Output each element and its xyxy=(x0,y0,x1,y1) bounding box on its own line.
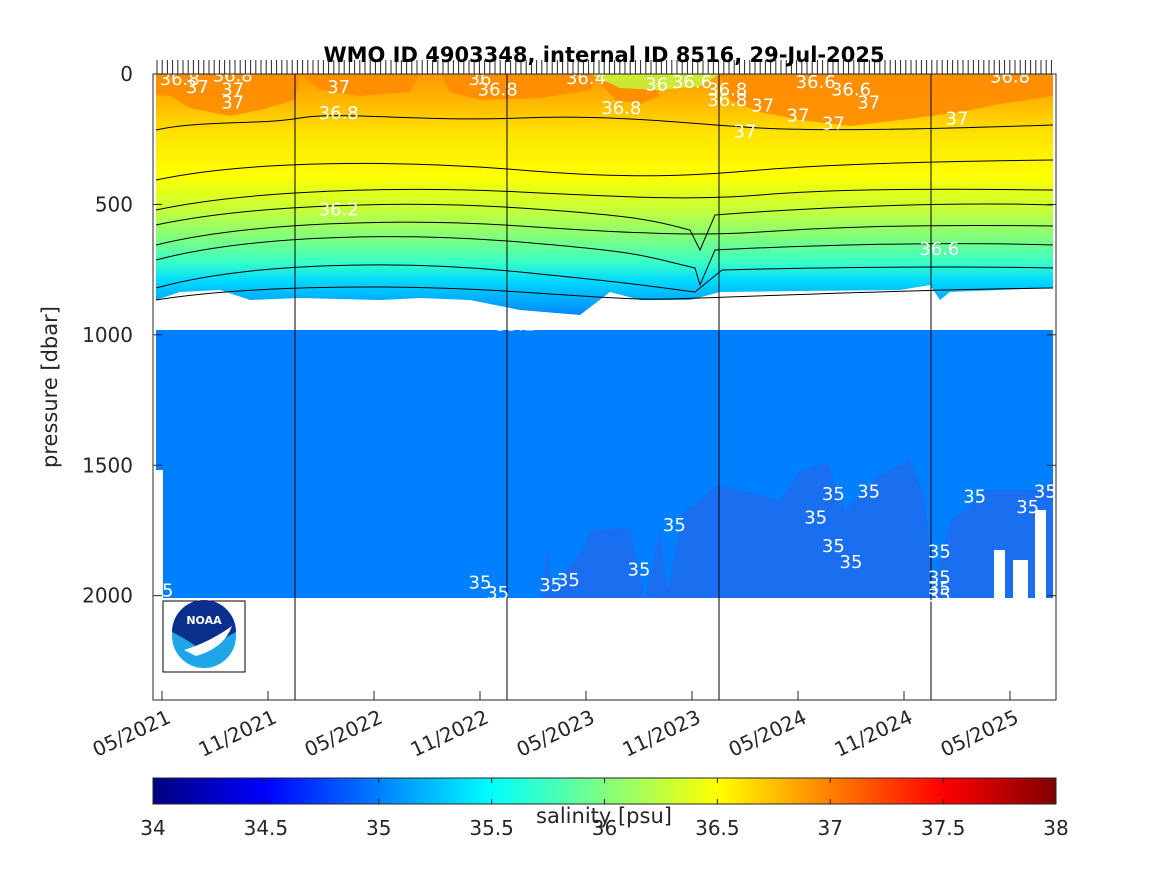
upper-ocean-fill xyxy=(156,74,1053,315)
contour-label: 37 xyxy=(186,77,209,98)
contour-label: 37 xyxy=(327,77,350,98)
contour-label: 35 xyxy=(822,536,845,557)
contour-label: 35 xyxy=(628,560,651,581)
contour-label: 36 xyxy=(469,69,492,90)
y-axis-label: pressure [dbar] xyxy=(38,306,62,468)
contour-label: 36.8 xyxy=(213,65,253,86)
colorbar-tick-label: 36.5 xyxy=(695,816,740,840)
x-tick-label: 11/2022 xyxy=(407,705,492,762)
contour-label: 37 xyxy=(734,121,757,142)
surface-low-salinity xyxy=(590,74,720,90)
contour-label: 35 xyxy=(469,573,492,594)
contour-label: 36.6 xyxy=(919,239,959,260)
x-tick-label: 05/2024 xyxy=(725,705,810,762)
x-tick-label: 11/2023 xyxy=(619,705,704,762)
contour-label: 36.6 xyxy=(796,72,836,93)
contour-label: 35 xyxy=(928,578,951,599)
contour-label: 37 xyxy=(221,93,244,114)
contour-label: 37 xyxy=(751,95,774,116)
x-tick-label: 05/2025 xyxy=(937,705,1022,762)
contour-label: 35 xyxy=(822,484,845,505)
colorbar-tick-label: 34 xyxy=(140,816,165,840)
contour-label: 35 xyxy=(557,570,580,591)
colorbar-tick-label: 34.5 xyxy=(244,816,289,840)
x-axis: 05/2021 11/2021 05/2022 11/2022 05/2023 11/20… xyxy=(89,691,1022,762)
contour-label: 37 xyxy=(787,106,810,127)
surface-high-salinity xyxy=(156,74,1053,126)
x-tick-label: 05/2022 xyxy=(301,705,386,762)
contour-label: 36.8 xyxy=(160,69,200,90)
contour-label: 35.2 xyxy=(495,314,535,335)
contour-lines xyxy=(155,115,1054,301)
colorbar-label: salinity [psu] xyxy=(536,804,672,828)
colorbar-ticks: 34 34.5 35 35.5 36 36.5 37 37.5 38 xyxy=(140,778,1069,840)
no-data-region xyxy=(153,598,1056,700)
contour-label: 36.8 xyxy=(478,80,518,101)
contour-label: 35 xyxy=(804,507,827,528)
y-tick-label: 1500 xyxy=(82,453,133,477)
contour-label: 36.6 xyxy=(831,80,871,101)
contour-label: 35 xyxy=(928,541,951,562)
contour-label: 36.6 xyxy=(672,72,712,93)
y-tick-label: 1000 xyxy=(82,323,133,347)
x-tick-label: 11/2024 xyxy=(831,705,916,762)
colorbar-tick-label: 35.5 xyxy=(469,816,514,840)
contour-label: 36.2 xyxy=(319,200,359,221)
noaa-logo: NOAA xyxy=(162,600,246,673)
colorbar-tick-label: 37 xyxy=(818,816,843,840)
contour-label: 35 xyxy=(151,580,174,601)
contour-label: 35 xyxy=(963,487,986,508)
y-axis: 0 500 1000 1500 2000 xyxy=(82,62,1056,608)
contour-label: 35.2 xyxy=(478,309,518,330)
year-separators xyxy=(294,74,932,700)
colorbar-tick-label: 36 xyxy=(592,816,617,840)
colorbar-tick-label: 38 xyxy=(1043,816,1068,840)
x-tick-label: 11/2021 xyxy=(195,705,280,762)
contour-label: 36.8 xyxy=(707,80,747,101)
contour-label: 35 xyxy=(663,515,686,536)
y-tick-label: 500 xyxy=(95,192,133,216)
contour-label: 37 xyxy=(857,93,880,114)
contour-labels: 36.83736.837373736.836.23636.835.235.236… xyxy=(151,65,1057,607)
y-tick-label: 2000 xyxy=(82,584,133,608)
contour-label: 35 xyxy=(539,575,562,596)
contour-label: 35 xyxy=(840,552,863,573)
contour-label: 35 xyxy=(1034,481,1057,502)
contour-label: 36.8 xyxy=(601,98,641,119)
profile-ticks xyxy=(156,60,1052,74)
contour-label: 36.8 xyxy=(990,67,1030,88)
contour-label: 37 xyxy=(221,80,244,101)
plot-area: 36.83736.837373736.836.23636.835.235.236… xyxy=(151,65,1057,700)
contour-label: 35 xyxy=(928,586,951,607)
colorbar-tick-label: 35 xyxy=(366,816,391,840)
contour-label: 35 xyxy=(928,567,951,588)
contour-label: 36 xyxy=(645,74,668,95)
bottom-water-patch xyxy=(540,460,1053,598)
x-tick-label: 05/2023 xyxy=(513,705,598,762)
chart-title: WMO ID 4903348, internal ID 8516, 29-Jul… xyxy=(323,43,884,67)
y-tick-label: 0 xyxy=(120,62,133,86)
contour-label: 35 xyxy=(1016,497,1039,518)
contour-label: 36.4 xyxy=(566,68,606,89)
contour-label: 36.8 xyxy=(319,103,359,124)
x-tick-label: 05/2021 xyxy=(89,705,174,762)
svg-text:NOAA: NOAA xyxy=(186,614,222,627)
contour-label: 36.8 xyxy=(707,90,747,111)
contour-label: 35 xyxy=(486,583,509,604)
colorbar-tick-label: 37.5 xyxy=(921,816,966,840)
contour-label: 37 xyxy=(946,108,969,129)
contour-label: 35 xyxy=(857,481,880,502)
contour-label: 37 xyxy=(822,114,845,135)
